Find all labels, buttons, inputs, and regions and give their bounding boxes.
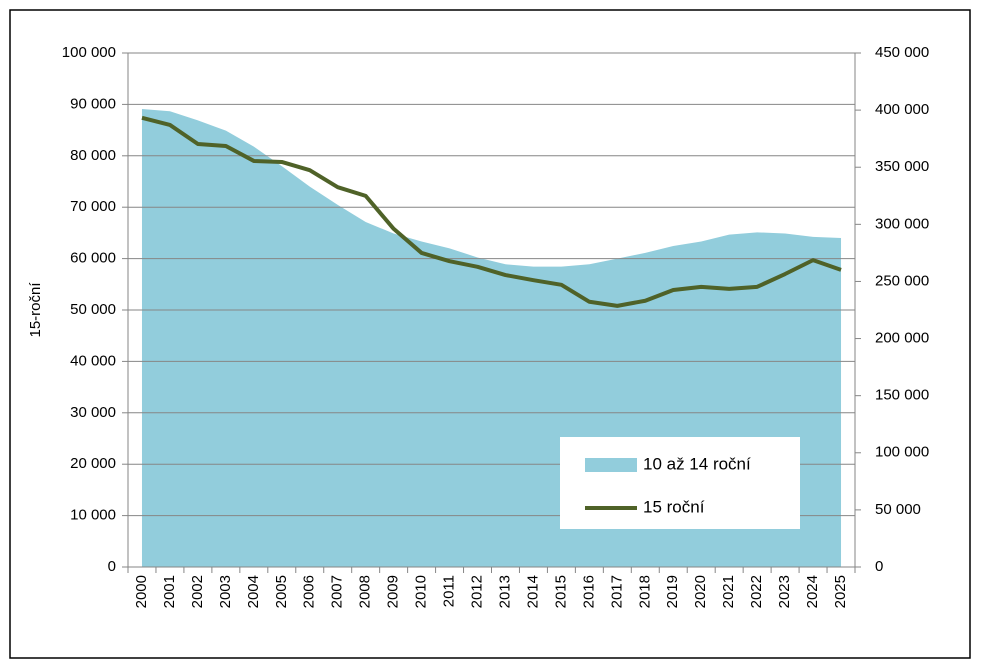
y-axis-label: 15-roční [27,282,44,338]
x-tick-label: 2021 [720,575,737,608]
line [141,115,842,308]
y-tick-label: 70 000 [70,198,116,215]
x-tick-label: 2006 [301,575,318,608]
x-tick-label: 2016 [580,575,597,608]
y2-tick-label: 200 000 [875,330,929,347]
y-tick-label: 40 000 [70,352,116,369]
x-tick-label: 2025 [832,575,849,608]
x-tick-label: 2013 [496,575,513,608]
x-tick-label: 2022 [748,575,765,608]
x-tick-label: 2007 [329,575,346,608]
y2-tick-label: 450 000 [875,44,929,61]
x-tick-label: 2001 [161,575,178,608]
x-tick-label: 2023 [776,575,793,608]
y-tick-label: 100 000 [62,44,116,61]
x-tick-label: 2004 [245,575,262,608]
x-tick-label: 2005 [273,575,290,608]
y2-tick-label: 250 000 [875,272,929,289]
legend-label: 15 roční [643,497,705,516]
legend-label: 10 až 14 roční [643,454,751,473]
x-tick-label: 2011 [441,575,458,607]
x-tick-label: 2019 [664,575,681,608]
y-tick-label: 50 000 [70,301,116,318]
y2-tick-label: 100 000 [875,444,929,461]
y2-tick-label: 150 000 [875,387,929,404]
x-tick-label: 2008 [357,575,374,608]
y2-tick-label: 400 000 [875,101,929,118]
y-tick-label: 30 000 [70,404,116,421]
y2-tick-label: 50 000 [875,501,921,518]
y-tick-label: 10 000 [70,507,116,524]
legend-swatch [585,458,637,472]
x-tick-label: 2014 [524,575,541,608]
y-tick-label: 0 [108,558,116,575]
x-tick-label: 2024 [804,575,821,608]
y-tick-label: 20 000 [70,455,116,472]
y2-tick-label: 300 000 [875,215,929,232]
x-tick-label: 2012 [468,575,485,608]
y2-tick-label: 0 [875,558,883,575]
x-tick-label: 2020 [692,575,709,608]
x-tick-label: 2009 [385,575,402,608]
x-tick-label: 2017 [608,575,625,608]
x-tick-label: 2000 [133,575,150,608]
legend-box [560,437,800,529]
y-tick-label: 80 000 [70,147,116,164]
x-tick-label: 2002 [189,575,206,608]
x-tick-label: 2003 [217,575,234,608]
x-tick-label: 2015 [552,575,569,608]
x-tick-label: 2010 [413,575,430,608]
y2-tick-label: 350 000 [875,158,929,175]
x-tick-label: 2018 [636,575,653,608]
y-tick-label: 60 000 [70,250,116,267]
y-tick-label: 90 000 [70,95,116,112]
